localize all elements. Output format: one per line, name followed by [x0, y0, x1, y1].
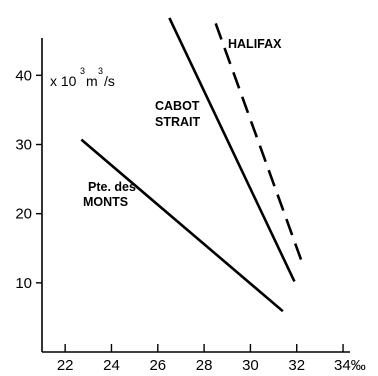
series-line-pte-des-monts [80, 138, 284, 313]
y-tick-label-10: 10 [15, 275, 32, 292]
x-tick-label-24: 24 [103, 357, 120, 374]
y-unit-prefix: x 10 [50, 73, 77, 89]
x-tick-label-22: 22 [57, 357, 74, 374]
x-ticks: 22 24 26 28 30 32 34‰ [57, 344, 366, 374]
series-lines [80, 17, 305, 313]
series-line-cabot-strait [168, 17, 296, 283]
y-unit-m: m [86, 73, 98, 89]
series-line-halifax [214, 23, 305, 268]
y-tick-label-30: 30 [15, 137, 32, 154]
y-unit-exp2: 3 [98, 66, 103, 76]
y-tick-label-20: 20 [15, 206, 32, 223]
x-tick-label-28: 28 [196, 357, 213, 374]
x-tick-label-32: 32 [288, 357, 305, 374]
y-unit-label: x 10 3 m 3 /s [50, 66, 115, 89]
y-unit-exp1: 3 [80, 66, 85, 76]
label-strait: STRAIT [155, 115, 201, 129]
x-tick-label-34: 34‰ [334, 357, 366, 374]
label-halifax: HALIFAX [228, 37, 282, 51]
label-cabot: CABOT [155, 99, 200, 113]
x-tick-label-26: 26 [149, 357, 166, 374]
label-monts: MONTS [83, 195, 128, 209]
x-tick-label-30: 30 [242, 357, 259, 374]
y-ticks: 10 20 30 40 [15, 67, 42, 292]
y-unit-per-s: /s [104, 73, 115, 89]
y-tick-label-40: 40 [15, 67, 32, 84]
label-pte-des: Pte. des [88, 180, 136, 194]
